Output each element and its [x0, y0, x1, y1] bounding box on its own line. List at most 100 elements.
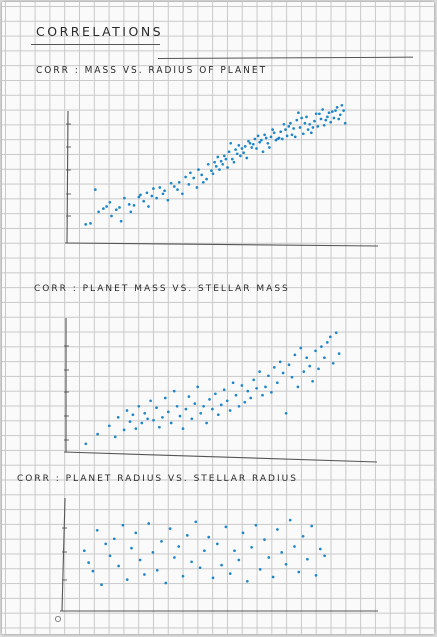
chart3-point-31 — [211, 576, 215, 580]
chart2-point-43 — [231, 381, 235, 385]
chart3-point-6 — [104, 542, 108, 546]
chart2-point-70 — [311, 379, 314, 383]
chart2-point-15 — [149, 399, 152, 403]
chart2-point-45 — [237, 404, 241, 408]
chart2-point-56 — [270, 391, 273, 394]
chart1-point-70 — [253, 137, 257, 141]
chart3-point-22 — [173, 556, 176, 559]
chart1-point-31 — [177, 180, 181, 184]
chart2-point-59 — [278, 360, 282, 364]
chart1-point-96 — [295, 118, 299, 122]
chart3-point-44 — [267, 556, 271, 559]
chart2-point-30 — [193, 402, 197, 405]
chart1-point-85 — [277, 136, 281, 140]
chart1-point-49 — [219, 159, 223, 163]
chart1-point-61 — [239, 154, 242, 158]
chart3-point-50 — [293, 545, 296, 548]
chart3-point-40 — [250, 545, 253, 549]
chart1-point-106 — [311, 126, 315, 129]
chart1-y-axis — [66, 110, 69, 244]
chart1-scatter-plot — [64, 103, 379, 247]
chart3-point-56 — [318, 547, 322, 551]
chart1-point-37 — [195, 186, 199, 189]
chart2-scatter-plot — [63, 318, 378, 463]
chart1-point-24 — [158, 186, 162, 189]
chart3-point-13 — [134, 531, 138, 535]
chart3-point-49 — [288, 518, 292, 522]
chart1-point-64 — [243, 145, 247, 148]
chart1-point-13 — [127, 203, 131, 206]
chart2-point-42 — [228, 409, 232, 412]
chart3-y-ticks — [62, 527, 67, 581]
chart1-point-105 — [309, 131, 313, 135]
chart1-point-116 — [327, 111, 331, 115]
chart3-point-2 — [87, 561, 90, 564]
chart1-point-7 — [108, 200, 112, 204]
chart1-point-82 — [272, 131, 276, 135]
chart2-point-78 — [334, 331, 338, 335]
chart1-point-21 — [150, 194, 154, 198]
chart1-point-45 — [213, 160, 216, 164]
chart1-point-56 — [230, 157, 234, 161]
chart3-point-52 — [301, 534, 305, 538]
chart2-point-54 — [264, 385, 267, 389]
chart1-point-16 — [137, 195, 141, 199]
chart1-point-1 — [84, 223, 88, 226]
page-title: CORRELATIONS — [36, 24, 164, 39]
chart2-point-11 — [137, 404, 141, 408]
chart2-x-axis — [63, 451, 378, 463]
chart1-point-46 — [214, 165, 218, 168]
chart2-point-62 — [287, 363, 291, 367]
chart2-point-66 — [299, 346, 303, 350]
chart3-point-8 — [112, 537, 116, 541]
chart2-point-27 — [184, 407, 188, 411]
chart1-point-112 — [321, 108, 324, 111]
chart3-point-27 — [194, 520, 198, 524]
chart2-point-53 — [261, 393, 264, 397]
chart1-x-axis — [64, 242, 379, 247]
chart2-point-46 — [240, 384, 244, 387]
chart3-point-48 — [284, 562, 288, 566]
chart1-point-73 — [258, 140, 262, 144]
chart2-points — [84, 331, 341, 446]
chart1-point-23 — [155, 196, 158, 200]
chart3-point-17 — [151, 551, 155, 554]
chart2-point-3 — [107, 424, 111, 428]
chart3-point-11 — [125, 578, 129, 581]
chart1-point-3 — [97, 210, 100, 214]
chart1-point-63 — [242, 151, 245, 155]
chart1-point-78 — [266, 141, 270, 145]
chart3-point-10 — [121, 523, 125, 527]
chart3-point-18 — [155, 568, 159, 572]
chart1-point-114 — [324, 118, 328, 122]
chart1-point-14 — [129, 210, 133, 214]
chart2-point-9 — [131, 413, 135, 417]
chart2-point-49 — [249, 396, 253, 400]
chart1-point-5 — [102, 207, 105, 210]
chart1-point-43 — [210, 169, 213, 173]
chart1-point-79 — [268, 146, 271, 149]
chart1-point-28 — [169, 181, 173, 185]
chart2-point-18 — [158, 425, 161, 429]
chart2-point-57 — [272, 366, 276, 369]
chart1-point-126 — [343, 121, 347, 125]
chart3-point-1 — [82, 549, 86, 553]
chart3-point-45 — [271, 575, 275, 579]
chart1-point-118 — [330, 110, 334, 113]
chart1-point-76 — [263, 133, 266, 137]
chart2-point-72 — [317, 367, 320, 371]
chart3-point-39 — [245, 579, 249, 583]
chart3-point-24 — [181, 574, 185, 578]
chart1-point-20 — [147, 205, 150, 208]
chart3-points — [82, 518, 326, 587]
chart1-point-69 — [251, 142, 255, 146]
chart2-point-23 — [172, 389, 176, 393]
chart1-point-93 — [290, 133, 294, 137]
chart1-point-18 — [142, 199, 146, 203]
chart2-point-51 — [255, 386, 258, 390]
chart3-point-38 — [241, 531, 245, 535]
chart1-point-117 — [329, 120, 333, 124]
chart1-point-17 — [139, 193, 142, 197]
chart2-point-21 — [166, 410, 170, 414]
